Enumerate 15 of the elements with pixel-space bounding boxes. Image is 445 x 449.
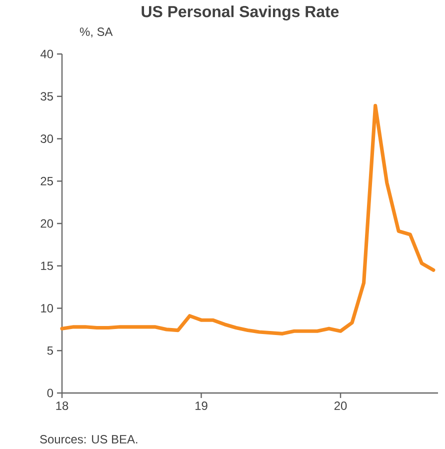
chart-title: US Personal Savings Rate [142, 6, 339, 20]
y-tick-label: 10 [41, 304, 54, 312]
y-tick-label: 0 [47, 388, 54, 398]
y-tick-label: 40 [40, 50, 54, 58]
y-tick-label: 35 [40, 92, 53, 101]
y-tick-label: 25 [40, 176, 53, 186]
y-tick-label: 30 [40, 134, 54, 143]
y-tick-label: 15 [41, 262, 53, 270]
text: %, SA [80, 28, 113, 38]
x-tick-label: 20 [334, 402, 347, 410]
source-note: Sources: US BEA. [40, 435, 138, 444]
y-tick-label: 20 [40, 219, 54, 228]
y-tick-label: 5 [47, 346, 53, 355]
x-tick-label: 19 [196, 402, 208, 410]
x-tick-label: 18 [56, 402, 68, 410]
